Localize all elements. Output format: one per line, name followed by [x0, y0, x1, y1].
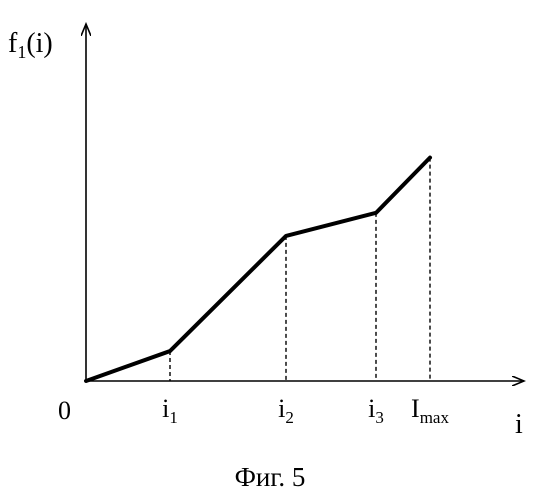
x-tick-label-sub: 2 — [285, 408, 294, 427]
y-axis-label-tail: (i) — [26, 28, 52, 59]
x-axis-label: i — [515, 409, 523, 440]
x-tick-label-2: i2 — [278, 394, 294, 427]
figure-caption: Фиг. 5 — [235, 462, 306, 492]
x-tick-label-sub: 3 — [375, 408, 384, 427]
y-axis-label-sub: 1 — [17, 42, 26, 62]
origin-label: 0 — [58, 396, 71, 425]
x-tick-label-sub: 1 — [169, 408, 178, 427]
x-tick-label-4: Imax — [411, 394, 449, 427]
x-tick-label-main: I — [411, 394, 420, 423]
x-tick-label-main: i — [278, 394, 285, 423]
x-tick-label-3: i3 — [368, 394, 384, 427]
series-group — [86, 158, 430, 381]
y-axis-label: f1(i) — [8, 28, 53, 62]
x-tick-label-main: i — [368, 394, 375, 423]
x-tick-label-sub: max — [420, 408, 450, 427]
dashed-guide-lines — [170, 158, 430, 381]
series-line — [86, 158, 430, 381]
x-tick-labels: i1i2i3Imax — [162, 394, 449, 427]
x-tick-label-1: i1 — [162, 394, 178, 427]
x-tick-label-main: i — [162, 394, 169, 423]
